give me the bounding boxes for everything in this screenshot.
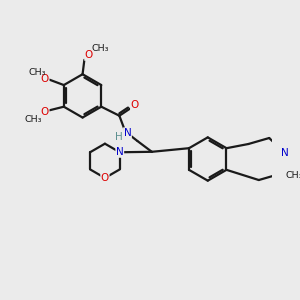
Text: N: N <box>116 147 124 157</box>
Text: CH₃: CH₃ <box>28 68 46 77</box>
Text: O: O <box>41 74 49 84</box>
Text: O: O <box>101 173 109 183</box>
Text: CH₃: CH₃ <box>92 44 110 53</box>
Text: O: O <box>41 107 49 117</box>
Text: O: O <box>130 100 139 110</box>
Text: H: H <box>115 132 122 142</box>
Text: CH₃: CH₃ <box>285 171 300 180</box>
Text: N: N <box>124 128 131 138</box>
Text: O: O <box>85 50 93 60</box>
Text: N: N <box>281 148 289 158</box>
Text: CH₃: CH₃ <box>24 115 42 124</box>
